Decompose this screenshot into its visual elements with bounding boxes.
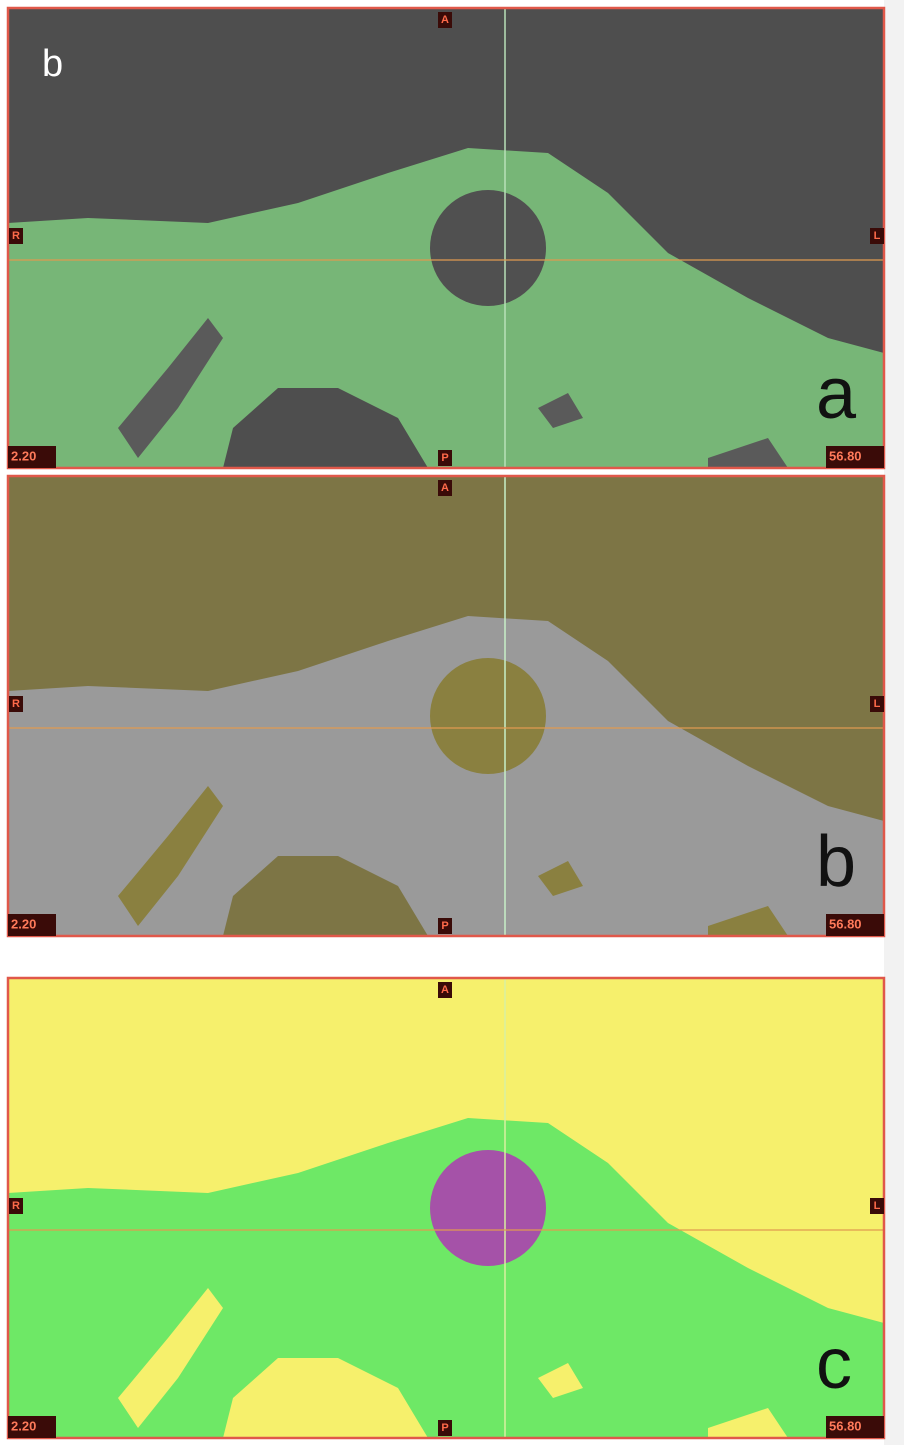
lesion — [430, 190, 546, 306]
window-max: 56.80 — [829, 448, 862, 463]
window-min: 2.20 — [11, 1418, 36, 1433]
orientation-marker: P — [441, 1422, 448, 1434]
orientation-marker: A — [441, 14, 449, 26]
window-min: 2.20 — [11, 448, 36, 463]
window-max: 56.80 — [829, 1418, 862, 1433]
orientation-marker: L — [874, 230, 881, 242]
image — [8, 8, 884, 468]
panel-label: a — [816, 354, 857, 434]
orientation-marker: R — [12, 230, 20, 242]
image — [8, 476, 884, 936]
view-panel: A P R L 2.20 56.80 c — [8, 978, 884, 1438]
corner-label: b — [42, 43, 63, 85]
window-max: 56.80 — [829, 916, 862, 931]
orientation-marker: A — [441, 482, 449, 494]
image — [8, 978, 884, 1438]
orientation-marker: L — [874, 1200, 881, 1212]
orientation-marker: R — [12, 1200, 20, 1212]
orientation-marker: P — [441, 920, 448, 932]
orientation-marker: A — [441, 984, 449, 996]
view-panel: A P R L 2.20 56.80 a — [8, 8, 884, 468]
orientation-marker: R — [12, 698, 20, 710]
viewer: A P R L 2.20 56.80 a A P R L 2.20 56.80 b A P R L 2.20 56.8… — [0, 0, 904, 1445]
lesion — [430, 1150, 546, 1266]
view-panel: A P R L 2.20 56.80 b — [8, 476, 884, 936]
panel-label: c — [816, 1324, 852, 1404]
panel-label: b — [816, 822, 856, 902]
window-min: 2.20 — [11, 916, 36, 931]
scrollbar[interactable] — [884, 0, 904, 1445]
orientation-marker: L — [874, 698, 881, 710]
lesion — [430, 658, 546, 774]
orientation-marker: P — [441, 452, 448, 464]
